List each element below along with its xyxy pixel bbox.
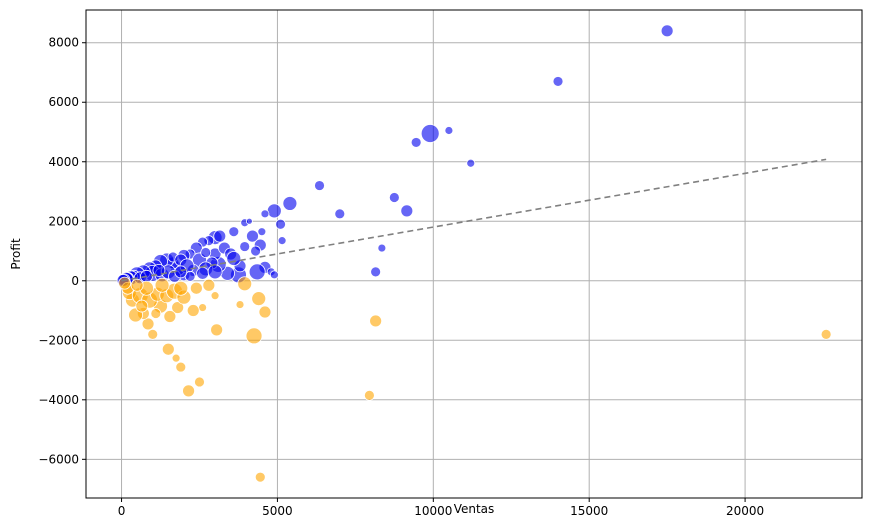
negative-profit-point bbox=[198, 303, 208, 312]
positive-profit-point bbox=[213, 229, 227, 243]
positive-profit-point bbox=[228, 226, 240, 238]
negative-profit-point bbox=[161, 342, 175, 356]
y-tick-label: 8000 bbox=[48, 36, 79, 50]
positive-profit-point bbox=[277, 236, 287, 246]
negative-profit-point bbox=[118, 276, 132, 290]
negative-profit-point bbox=[258, 305, 272, 319]
positive-profit-point bbox=[245, 217, 253, 225]
negative-profit-point bbox=[150, 308, 162, 319]
negative-profit-point bbox=[237, 276, 253, 292]
negative-profit-point bbox=[147, 328, 159, 340]
positive-profit-point bbox=[257, 227, 267, 237]
y-tick-label: −2000 bbox=[38, 333, 79, 347]
y-axis-ticks: −6000 −4000 −2000 0 2000 4000 6000 8000 bbox=[38, 36, 86, 466]
negative-profit-point bbox=[235, 300, 245, 309]
negative-profit-point bbox=[202, 278, 216, 292]
negative-profit-point bbox=[820, 328, 832, 340]
positive-profit-point bbox=[444, 126, 454, 135]
x-tick-label: 20000 bbox=[726, 504, 764, 518]
positive-profit-point bbox=[282, 196, 298, 211]
negative-profit-point bbox=[251, 291, 267, 307]
negative-profit-point bbox=[194, 376, 205, 388]
negative-profit-point bbox=[210, 291, 220, 301]
positive-profit-point bbox=[275, 218, 286, 230]
plot-frame bbox=[85, 9, 863, 499]
grid-lines bbox=[86, 10, 862, 498]
positive-profit-point bbox=[207, 264, 223, 280]
negative-profit-point bbox=[210, 323, 224, 337]
positive-profit-point bbox=[269, 270, 279, 280]
y-tick-label: 4000 bbox=[48, 155, 79, 169]
negative-profit-point bbox=[245, 327, 263, 345]
y-tick-label: −6000 bbox=[38, 452, 79, 466]
x-tick-label: 15000 bbox=[570, 504, 608, 518]
positive-profit-point bbox=[260, 209, 270, 219]
negative-profit-point bbox=[189, 281, 203, 295]
positive-profit-point bbox=[466, 158, 476, 168]
positive-profit-point bbox=[200, 247, 212, 258]
positive-profit-point bbox=[377, 243, 387, 253]
positive-profit-point bbox=[660, 24, 674, 38]
positive-profit-point bbox=[370, 266, 382, 278]
y-tick-label: 2000 bbox=[48, 214, 79, 228]
negative-profit-point bbox=[364, 389, 375, 401]
positive-profit-point bbox=[246, 229, 259, 243]
negative-profit-point bbox=[254, 471, 266, 483]
x-tick-label: 0 bbox=[118, 504, 126, 518]
positive-profit-point bbox=[226, 251, 242, 266]
x-tick-label: 10000 bbox=[414, 504, 452, 518]
y-tick-label: 6000 bbox=[48, 95, 79, 109]
positive-profit-point bbox=[239, 241, 251, 252]
trend-line bbox=[121, 158, 827, 282]
positive-profit-point bbox=[552, 76, 564, 87]
x-axis-ticks: 0 5000 10000 15000 20000 bbox=[118, 498, 764, 518]
negative-profit-point bbox=[175, 361, 187, 373]
positive-profit-point bbox=[410, 137, 422, 148]
data-points bbox=[116, 24, 832, 483]
x-axis-label: Ventas bbox=[454, 502, 495, 516]
positive-profit-point bbox=[388, 192, 400, 203]
negative-profit-point bbox=[171, 353, 181, 363]
y-tick-label: −4000 bbox=[38, 393, 79, 407]
y-axis-label: Profit bbox=[9, 238, 23, 270]
positive-profit-point bbox=[314, 180, 325, 191]
trend-line-path bbox=[121, 158, 827, 282]
positive-profit-point bbox=[196, 266, 210, 280]
positive-profit-point bbox=[334, 208, 346, 220]
negative-profit-point bbox=[163, 310, 177, 323]
x-tick-label: 5000 bbox=[262, 504, 293, 518]
negative-profit-point bbox=[171, 301, 185, 314]
negative-profit-point bbox=[154, 277, 170, 293]
positive-profit-point bbox=[420, 124, 440, 143]
positive-profit-point bbox=[250, 245, 262, 257]
negative-profit-point bbox=[173, 280, 189, 296]
positive-profit-point bbox=[400, 204, 414, 218]
negative-profit-point bbox=[182, 384, 195, 398]
y-tick-label: 0 bbox=[71, 274, 79, 288]
positive-profit-point bbox=[266, 203, 282, 219]
negative-profit-point bbox=[369, 314, 383, 328]
negative-profit-point bbox=[135, 299, 149, 313]
positive-profit-point bbox=[248, 263, 266, 281]
negative-profit-point bbox=[130, 278, 144, 292]
negative-profit-point bbox=[141, 317, 155, 331]
negative-profit-point bbox=[186, 304, 200, 317]
